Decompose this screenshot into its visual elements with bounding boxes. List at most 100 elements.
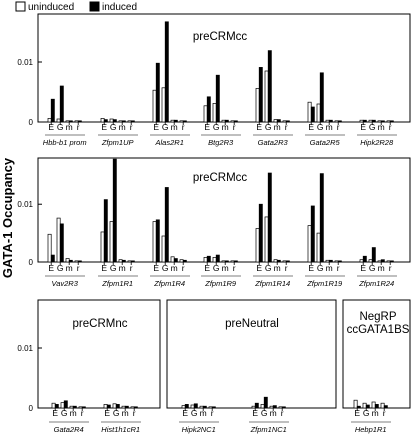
bar-induced — [59, 85, 64, 123]
bar-induced — [121, 120, 126, 123]
bar-label: G — [61, 408, 68, 418]
bar-label: m — [70, 408, 77, 418]
bar-label: E — [153, 122, 159, 132]
bar-label: E — [48, 263, 54, 273]
bar-induced — [310, 106, 315, 123]
bar-induced — [215, 254, 220, 263]
bar-label: G — [363, 408, 370, 418]
bar-induced — [63, 400, 68, 409]
bar-induced — [211, 406, 216, 409]
bar-induced — [224, 260, 229, 263]
group-label: Hbb-b1 prom — [43, 138, 87, 147]
bar-induced — [319, 72, 324, 123]
bar-label: r — [389, 263, 392, 273]
bar-induced — [133, 406, 138, 409]
bar-label: E — [48, 122, 54, 132]
y-tick-label: 0.01 — [17, 344, 33, 353]
bar-induced — [68, 259, 73, 263]
bar-induced — [50, 98, 55, 123]
bar-uninduced — [109, 221, 114, 263]
bar-induced — [371, 247, 376, 263]
bar-induced — [130, 120, 135, 123]
legend-label-induced: induced — [102, 2, 137, 13]
bar-label: r — [133, 408, 136, 418]
y-tick-label: 0 — [29, 404, 34, 413]
bar-induced — [337, 260, 342, 263]
bar-label: m — [122, 408, 129, 418]
bar-label: r — [77, 263, 80, 273]
bar-induced — [310, 205, 315, 263]
legend: uninduced induced — [15, 1, 137, 13]
bar-label: r — [130, 122, 133, 132]
bar-label: E — [204, 122, 210, 132]
panel-frame — [37, 299, 161, 409]
panel-frame — [166, 299, 337, 409]
bar-uninduced — [264, 216, 269, 263]
bar-induced — [206, 96, 211, 123]
bar-label: G — [317, 122, 324, 132]
bar-label: m — [222, 122, 229, 132]
bar-uninduced — [65, 258, 70, 263]
bar-induced — [337, 120, 342, 123]
bar-label: r — [337, 263, 340, 273]
bar-induced — [173, 119, 178, 123]
bar-label: E — [204, 263, 210, 273]
group-label: Vav2R3 — [51, 279, 78, 288]
bar-uninduced — [359, 259, 364, 263]
bar-induced — [103, 199, 108, 263]
bar-induced — [121, 259, 126, 263]
bar-induced — [215, 74, 220, 123]
bar-uninduced — [273, 259, 278, 263]
bar-induced — [182, 120, 187, 123]
bar-induced — [106, 404, 111, 409]
legend-swatch-uninduced — [15, 1, 26, 12]
bar-uninduced — [386, 260, 391, 263]
bar-label: G — [369, 122, 376, 132]
bar-uninduced — [152, 221, 157, 263]
bar-induced — [77, 120, 82, 123]
bar-label: E — [101, 263, 107, 273]
panel-title-line: ccGATA1BS — [347, 324, 410, 336]
bar-label: r — [337, 122, 340, 132]
bar-uninduced — [47, 233, 52, 263]
group-label: Zfpm1R14 — [254, 279, 290, 288]
bar-label: r — [81, 408, 84, 418]
bar-label: G — [317, 263, 324, 273]
bar-induced — [389, 120, 394, 123]
bar-uninduced — [203, 105, 208, 123]
bar-induced — [193, 403, 198, 409]
bar-induced — [173, 258, 178, 263]
bar-label: m — [222, 263, 229, 273]
bar-label: G — [213, 263, 220, 273]
bar-induced — [182, 259, 187, 263]
bar-induced — [258, 67, 263, 123]
bar-label: G — [57, 263, 64, 273]
bar-label: m — [274, 122, 281, 132]
bar-induced — [374, 404, 379, 409]
bar-label: E — [256, 122, 262, 132]
bar-induced — [130, 260, 135, 263]
bar-uninduced — [264, 70, 269, 123]
bar-label: E — [252, 408, 258, 418]
bar-label: G — [261, 408, 268, 418]
bar-label: m — [326, 263, 333, 273]
bar-label: r — [182, 122, 185, 132]
bar-uninduced — [334, 260, 339, 263]
bar-uninduced — [368, 259, 373, 263]
bar-label: m — [372, 408, 379, 418]
bar-induced — [54, 404, 59, 409]
group-label: Zfpm1R4 — [153, 279, 185, 288]
bar-induced — [68, 120, 73, 123]
bar-label: E — [101, 122, 107, 132]
group-label: Zfpm1R1 — [101, 279, 133, 288]
group-label: Hist1h1cR1 — [101, 425, 140, 434]
bar-induced — [285, 260, 290, 263]
bar-induced — [224, 119, 229, 123]
y-axis-title: GATA-1 Occupancy — [0, 157, 15, 278]
bar-induced — [77, 260, 82, 263]
bar-uninduced — [353, 399, 358, 409]
